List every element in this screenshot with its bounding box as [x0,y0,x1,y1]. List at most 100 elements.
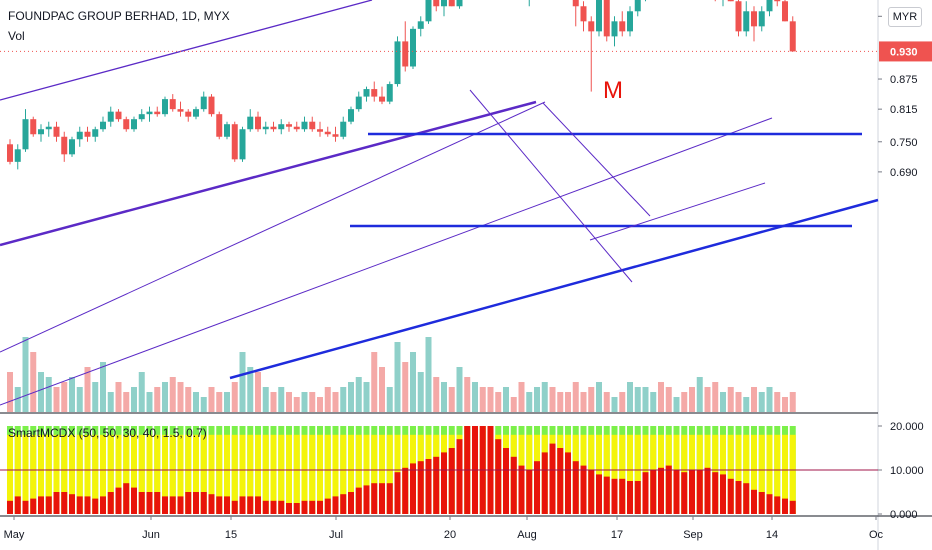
candle-body [627,11,633,32]
candle-body [301,121,308,130]
indicator-bar-red [534,461,540,514]
candle-body [588,21,595,32]
indicator-bar-red [14,496,21,514]
candle-body [208,96,215,115]
indicator-bar-yellow [69,434,75,514]
indicator-tick-label: 20.000 [890,421,924,433]
indicator-bar-red [84,496,91,514]
indicator-bar-red [580,465,587,514]
indicator-bar-yellow [386,434,393,514]
indicator-bar-yellow [727,434,734,514]
indicator-bar-red [611,478,618,514]
indicator-bar-red [751,489,757,514]
volume-bar [177,382,184,412]
candle-body [200,96,207,110]
indicator-bar-yellow [100,434,106,514]
indicator-bar-red [30,498,37,514]
volume-bar [262,387,269,412]
volume-bar [185,387,192,412]
volume-bar [510,397,517,412]
indicator-bar-yellow [301,434,308,514]
indicator-bar-yellow [22,434,29,514]
indicator-bar-red [255,496,261,514]
candle-body [782,1,788,22]
indicator-bar-red [425,459,432,514]
volume-bar [200,397,207,412]
candle-body [270,126,277,130]
candle-body [162,99,168,115]
indicator-bar-red [371,483,378,514]
indicator-bar-yellow [123,434,130,514]
upper-channel-line [0,100,537,247]
time-axis: May Jun 15 Jul 20 Aug 17 Sep 14 Oc [4,516,884,541]
indicator-bar-red [177,496,184,514]
currency-button[interactable]: MYR [888,7,922,27]
indicator-bar-red [565,452,571,514]
volume-bar [410,352,416,412]
channel-inner-line [0,101,546,353]
candle-body [146,111,153,115]
candle-body [456,0,463,7]
channel-low-line [589,182,766,241]
indicator-bar-red [61,492,68,514]
candle-body [224,124,230,137]
candle-body [154,111,161,115]
volume-bar [332,392,339,412]
indicator-bar-red [526,470,533,514]
indicator-bar-red [596,474,602,514]
indicator-bar-red [332,496,339,514]
indicator-bar-red [603,476,610,514]
trend-lines [0,0,879,406]
volume-bar [541,382,548,412]
indicator-bar-red [45,496,52,514]
volume-bar [681,392,688,412]
candle-body [410,28,416,67]
candle-body [30,119,37,135]
volume-bar [689,387,695,412]
volume-bar [596,382,602,412]
indicator-bar-red [774,496,781,514]
indicator-bar-red [394,472,401,514]
volume-bar [22,337,29,412]
candle-body [425,0,432,22]
volume-bar [743,397,750,412]
volume-bar [53,387,60,412]
candle-body [789,21,796,52]
candle-body [169,99,176,110]
volume-bar [526,392,533,412]
indicator-bars [0,426,878,514]
indicator-bar-red [262,500,269,514]
indicator-bar-red [154,492,161,514]
candle-body [61,136,68,155]
volume-bar [789,392,796,412]
indicator-bar-yellow [278,434,285,514]
indicator-bar-red [138,492,145,514]
indicator-bar-yellow [332,434,339,514]
volume-bar [479,387,486,412]
support-line [229,198,879,380]
indicator-bar-yellow [363,434,370,514]
candle-body [348,109,354,122]
candle-body [14,149,21,162]
volume-bar [154,387,161,412]
candle-body [38,129,44,135]
indicator-bar-red [650,470,657,514]
candle-body [774,0,781,2]
indicator-bar-red [286,503,292,514]
indicator-bar-red [278,500,285,514]
indicator-bar-yellow [224,434,230,514]
indicator-bar-yellow [634,434,641,514]
volume-bar [464,377,471,412]
volume-bar [301,392,308,412]
candle-body [417,21,424,29]
candle-body [324,131,331,135]
candle-body [247,116,254,130]
indicator-bar-red [69,494,75,514]
candle-body [278,124,285,130]
indicator-bar-red [355,487,362,514]
volume-label: Vol [8,29,25,43]
time-tick-label: Oc [869,529,884,541]
indicator-bar-yellow [107,434,114,514]
indicator-bar-yellow [309,434,316,514]
